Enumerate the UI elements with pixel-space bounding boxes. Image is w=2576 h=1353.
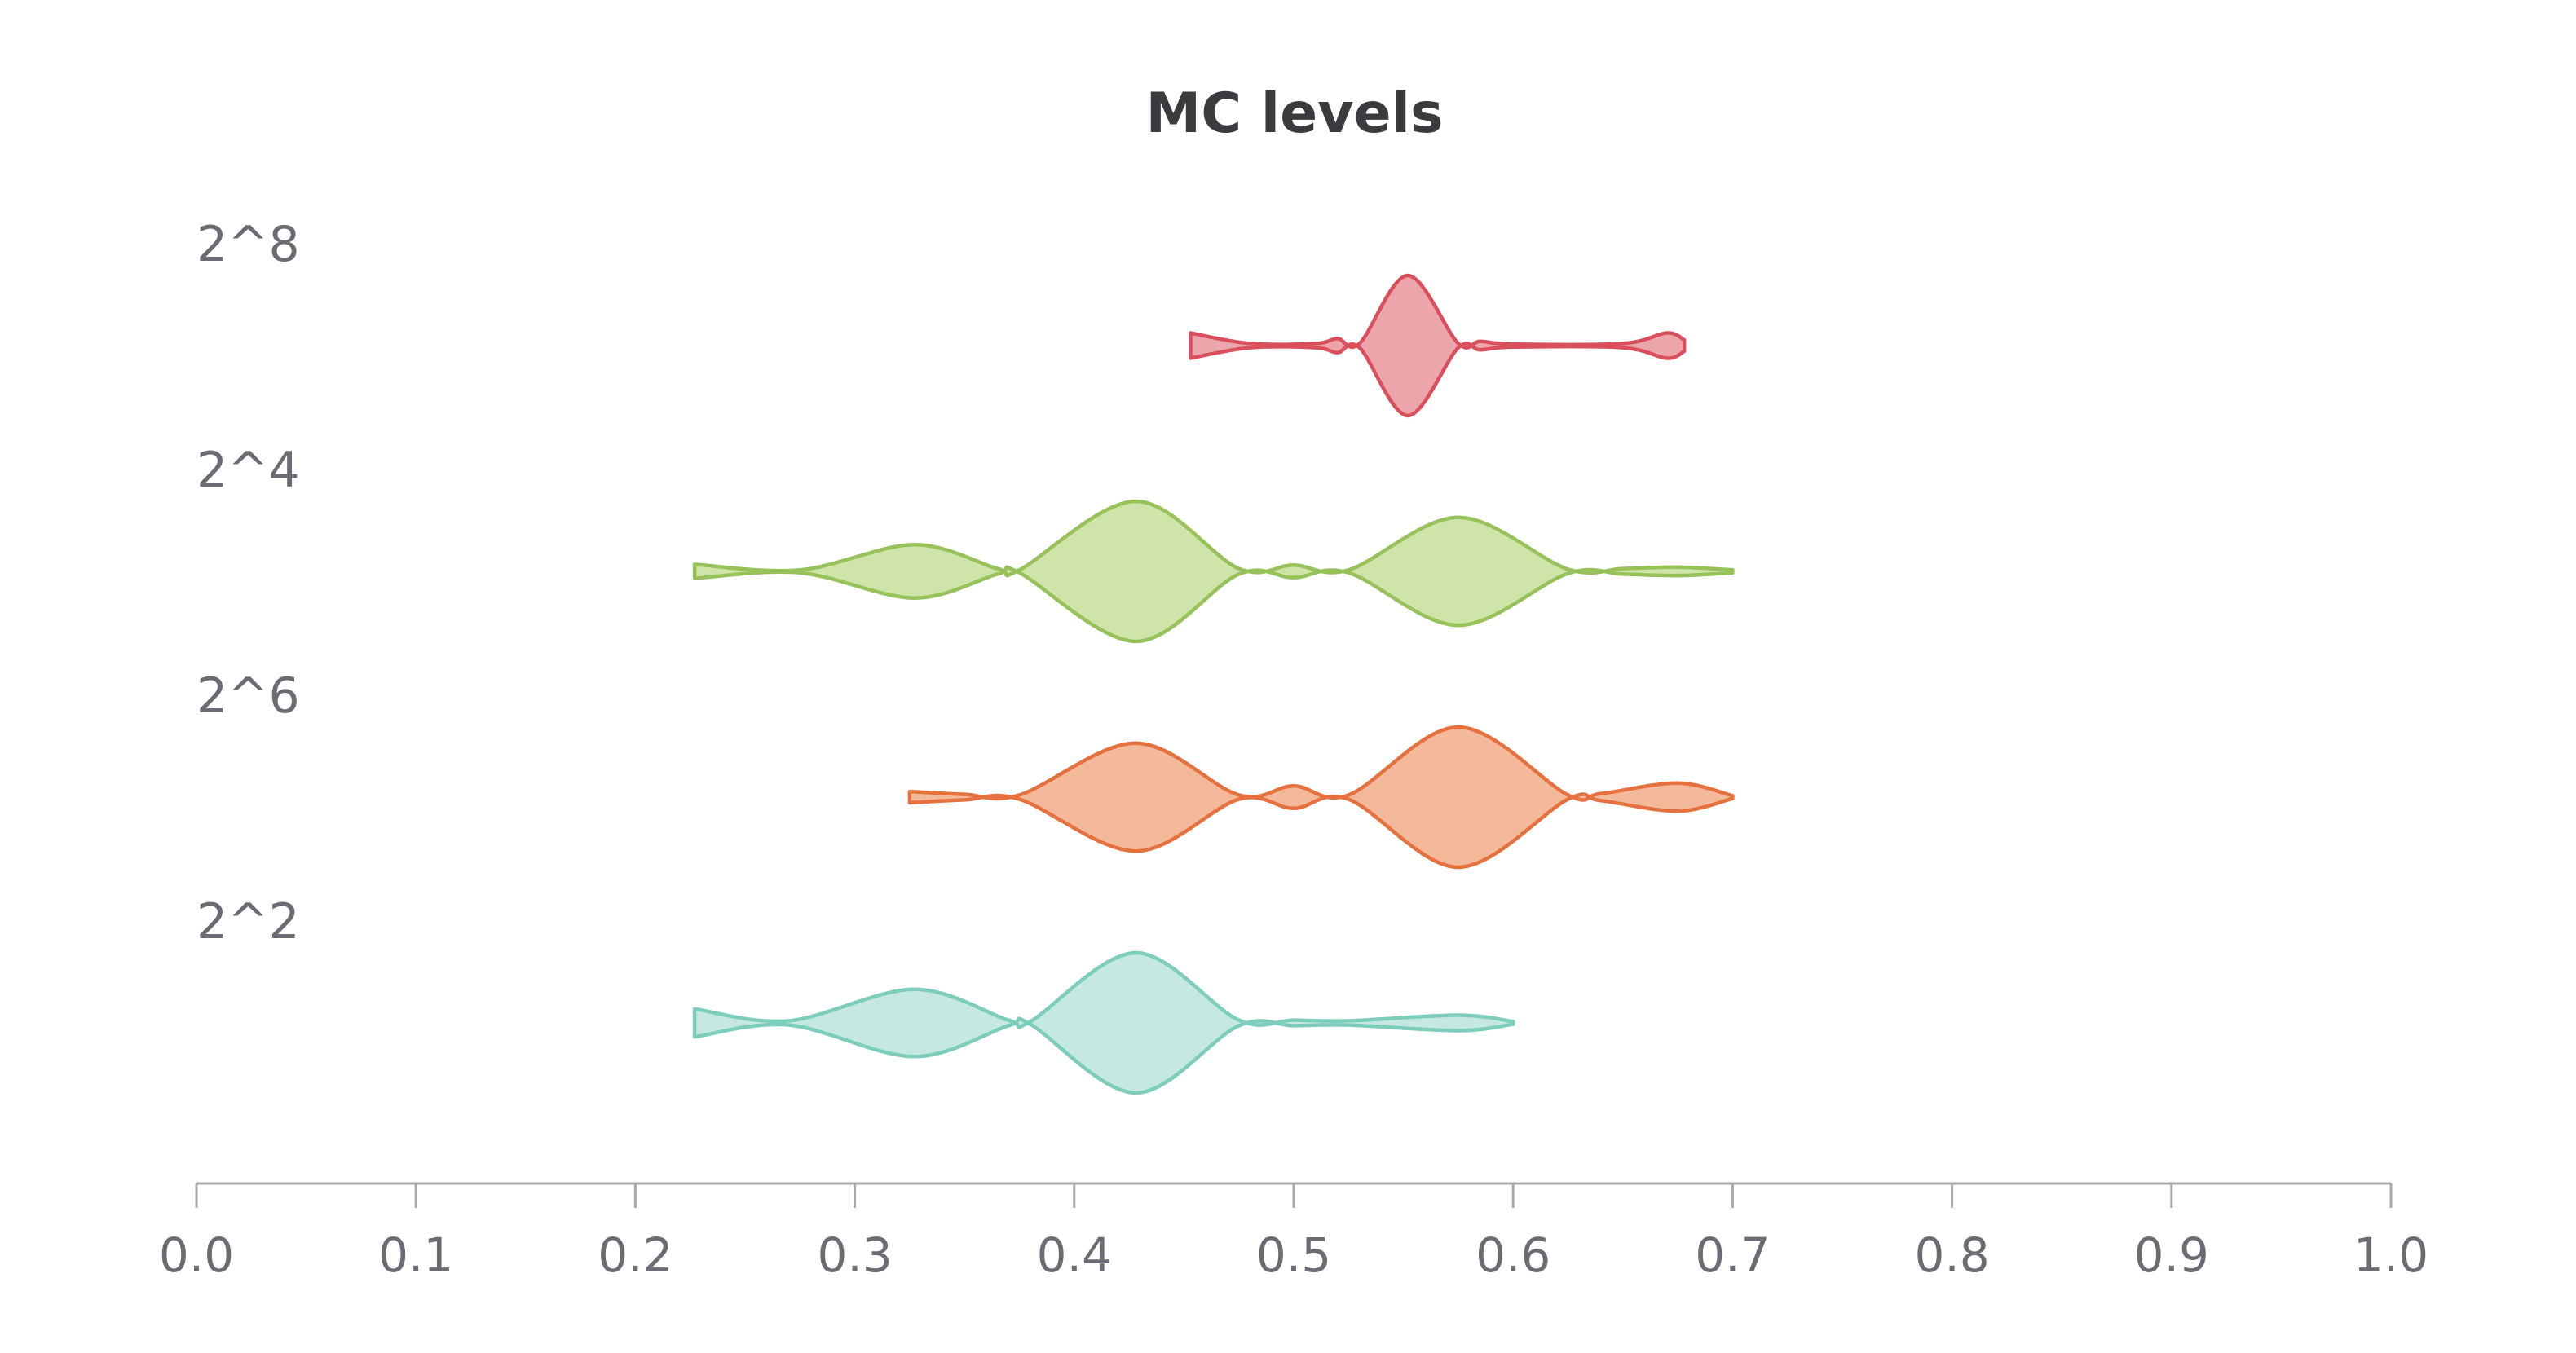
- violin-2-pow-4: [692, 499, 1735, 644]
- violin-group: [692, 273, 1735, 1095]
- category-labels: 2^8 2^4 2^6 2^2: [196, 216, 300, 950]
- x-tick-label: 0.2: [598, 1227, 673, 1283]
- category-label: 2^6: [196, 668, 300, 725]
- x-tick-label: 0.3: [817, 1227, 892, 1283]
- x-tick-label: 0.5: [1256, 1227, 1331, 1283]
- x-axis: 0.0 0.1 0.2 0.3 0.4 0.5 0.6 0.7 0.8 0.9 1.0: [159, 1182, 2428, 1283]
- x-tick-label: 0.1: [378, 1227, 453, 1283]
- x-tick-label: 0.0: [159, 1227, 234, 1283]
- x-tick-label: 0.8: [1914, 1227, 1989, 1283]
- category-label: 2^8: [196, 216, 300, 273]
- x-tick-label: 0.6: [1475, 1227, 1550, 1283]
- violin-2-pow-6: [907, 725, 1735, 870]
- x-tick-label: 0.7: [1695, 1227, 1770, 1283]
- chart-title: MC levels: [1146, 82, 1444, 146]
- category-label: 2^2: [196, 893, 300, 950]
- x-tick-label: 1.0: [2353, 1227, 2428, 1283]
- x-tick-label: 0.4: [1037, 1227, 1112, 1283]
- violin-2-pow-2: [692, 950, 1515, 1095]
- violin-2-pow-8: [1189, 273, 1687, 418]
- x-axis-ticks: 0.0 0.1 0.2 0.3 0.4 0.5 0.6 0.7 0.8 0.9 1.0: [159, 1183, 2428, 1283]
- x-tick-label: 0.9: [2134, 1227, 2209, 1283]
- category-label: 2^4: [196, 442, 300, 499]
